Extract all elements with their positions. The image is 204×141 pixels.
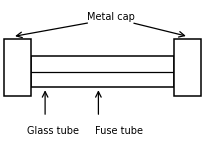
Text: Glass tube: Glass tube <box>27 126 79 136</box>
Bar <box>4 39 31 96</box>
Bar <box>173 39 200 96</box>
Text: Fuse tube: Fuse tube <box>94 126 142 136</box>
Bar <box>31 56 173 87</box>
Text: Metal cap: Metal cap <box>86 12 134 22</box>
